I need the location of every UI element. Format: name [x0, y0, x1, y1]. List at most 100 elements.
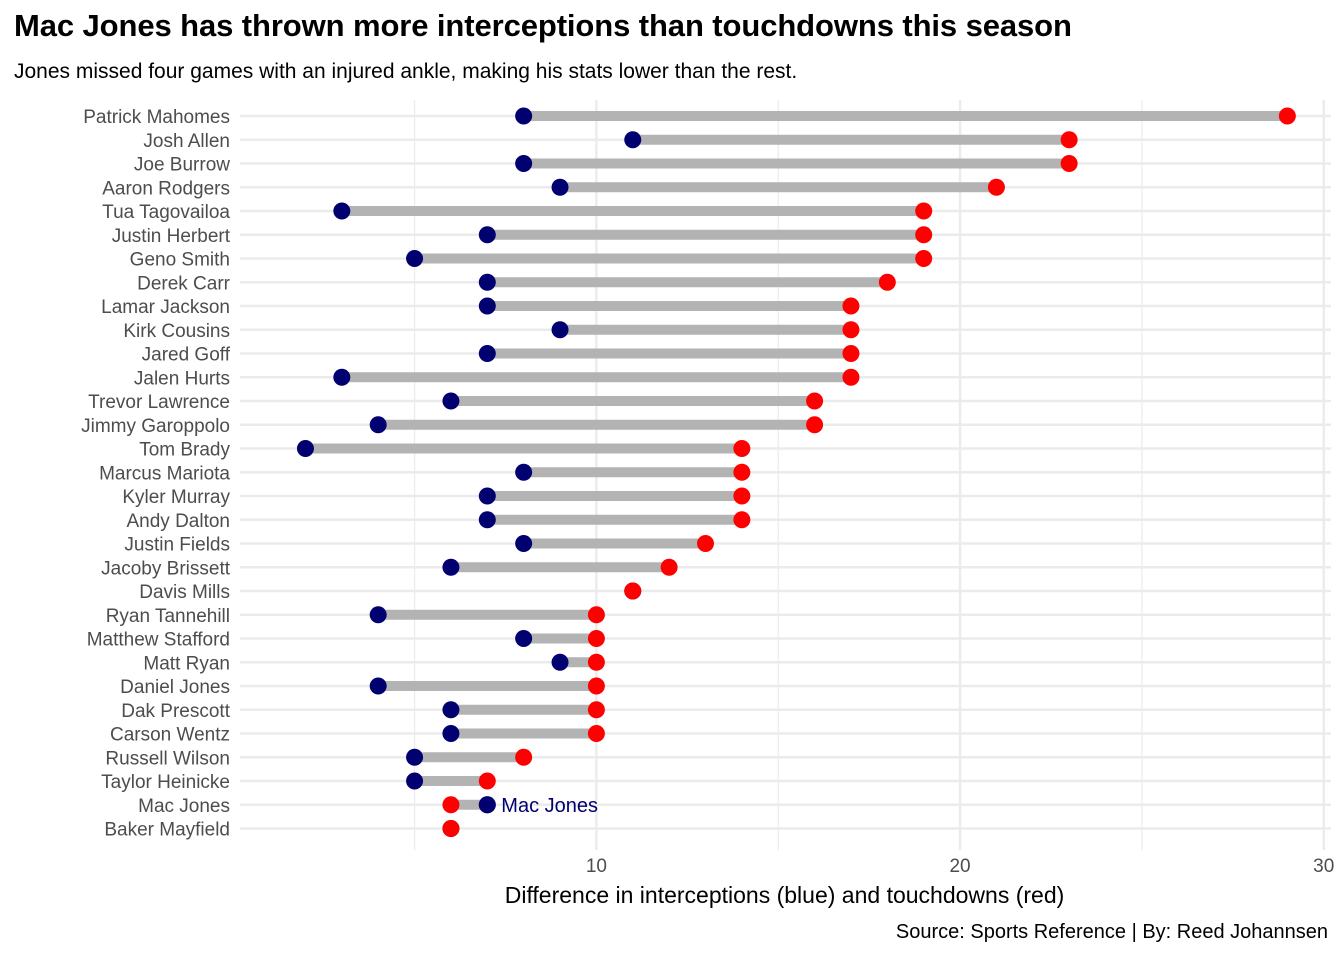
y-tick-label: Derek Carr [137, 273, 231, 294]
touchdown-point [587, 606, 605, 624]
y-tick-label: Justin Herbert [112, 226, 231, 247]
y-tick-label: Geno Smith [130, 250, 230, 271]
touchdown-point [842, 368, 860, 386]
interception-point [515, 630, 533, 647]
y-tick-label: Daniel Jones [120, 677, 230, 698]
y-tick-label: Carson Wentz [110, 725, 230, 746]
y-tick-label: Joe Burrow [134, 155, 230, 176]
segment-layer [305, 111, 1288, 810]
touchdown-point [696, 535, 714, 552]
interception-point [515, 535, 533, 552]
y-tick-label: Andy Dalton [126, 511, 230, 532]
y-tick-label: Taylor Heinicke [101, 772, 230, 793]
y-tick-label: Jimmy Garoppolo [81, 416, 230, 437]
y-tick-label: Jacoby Brissett [101, 558, 231, 579]
interception-point [515, 155, 533, 172]
y-tick-label: Lamar Jackson [101, 297, 230, 318]
touchdown-point [733, 463, 751, 481]
interception-point [478, 345, 496, 362]
y-tick-label: Ryan Tannehill [106, 606, 230, 627]
touchdown-point [1060, 131, 1078, 149]
x-tick-label: 20 [949, 856, 970, 877]
y-tick-label: Aaron Rodgers [102, 178, 230, 199]
interception-point [551, 321, 569, 339]
touchdown-point [987, 178, 1005, 196]
touchdown-point [915, 250, 933, 267]
interception-point [296, 440, 314, 457]
interception-point [551, 178, 569, 196]
interception-point [442, 701, 460, 719]
y-tick-label: Josh Allen [143, 131, 230, 152]
y-tick-label: Dak Prescott [121, 701, 230, 722]
touchdown-point [587, 725, 605, 742]
interception-point [333, 368, 351, 386]
interception-point [406, 250, 424, 267]
interception-point [478, 511, 496, 529]
chart-subtitle: Jones missed four games with an injured … [14, 60, 798, 83]
interception-point [442, 558, 460, 576]
chart-title: Mac Jones has thrown more interceptions … [14, 8, 1072, 43]
touchdown-point [1278, 107, 1296, 125]
touchdown-point [587, 677, 605, 695]
touchdown-point [624, 582, 642, 600]
touchdown-point [515, 748, 533, 766]
interception-point [406, 772, 424, 790]
y-tick-label: Jalen Hurts [134, 368, 230, 389]
interception-point [551, 653, 569, 671]
y-tick-label: Davis Mills [139, 582, 230, 603]
interception-point [624, 131, 642, 149]
interception-point [478, 297, 496, 315]
touchdown-point [442, 796, 460, 814]
interception-point [478, 487, 496, 505]
interception-point [478, 226, 496, 244]
mac-jones-annotation: Mac Jones [501, 795, 598, 817]
point-layer [296, 107, 1296, 837]
y-tick-label: Jared Goff [142, 345, 231, 366]
source-caption: Source: Sports Reference | By: Reed Joha… [895, 921, 1328, 943]
y-tick-label: Justin Fields [124, 535, 230, 556]
touchdown-point [1060, 155, 1078, 172]
label-layer: 10 20 30 Patrick Mahomes Josh Allen Joe Burro… [81, 107, 1334, 877]
interception-point [369, 606, 387, 624]
x-axis-label: Difference in interceptions (blue) and t… [505, 882, 1065, 908]
y-tick-label: Matt Ryan [143, 653, 230, 674]
touchdown-point [733, 511, 751, 529]
interception-point [369, 416, 387, 434]
y-tick-label: Kyler Murray [122, 487, 230, 508]
y-tick-label: Matthew Stafford [87, 630, 230, 651]
y-tick-label: Mac Jones [138, 796, 230, 817]
x-tick-label: 30 [1313, 856, 1334, 877]
touchdown-point [587, 630, 605, 647]
interception-point [515, 463, 533, 481]
touchdown-point [587, 653, 605, 671]
touchdown-point [915, 226, 933, 244]
y-tick-label: Tua Tagovailoa [102, 202, 230, 223]
interception-point [369, 677, 387, 695]
interception-point [333, 202, 351, 220]
touchdown-point [806, 392, 824, 410]
y-tick-label: Russell Wilson [105, 748, 230, 769]
touchdown-point [660, 558, 678, 576]
y-tick-label: Marcus Mariota [99, 463, 230, 484]
touchdown-point [842, 297, 860, 315]
touchdown-point [878, 273, 896, 291]
interception-point [406, 748, 424, 766]
y-tick-label: Patrick Mahomes [83, 107, 230, 128]
x-tick-label: 10 [586, 856, 607, 877]
y-tick-label: Baker Mayfield [104, 820, 230, 841]
touchdown-point [733, 440, 751, 457]
touchdown-point [915, 202, 933, 220]
interception-point [442, 725, 460, 742]
interception-point [515, 107, 533, 125]
touchdown-point [587, 701, 605, 719]
touchdown-point [733, 487, 751, 505]
y-tick-label: Tom Brady [139, 440, 230, 461]
touchdown-point [842, 321, 860, 339]
highlight-point [478, 796, 496, 814]
interception-point [478, 273, 496, 291]
interception-point [442, 392, 460, 410]
touchdown-point [442, 820, 460, 837]
touchdown-point [478, 772, 496, 790]
y-tick-label: Trevor Lawrence [88, 392, 230, 413]
